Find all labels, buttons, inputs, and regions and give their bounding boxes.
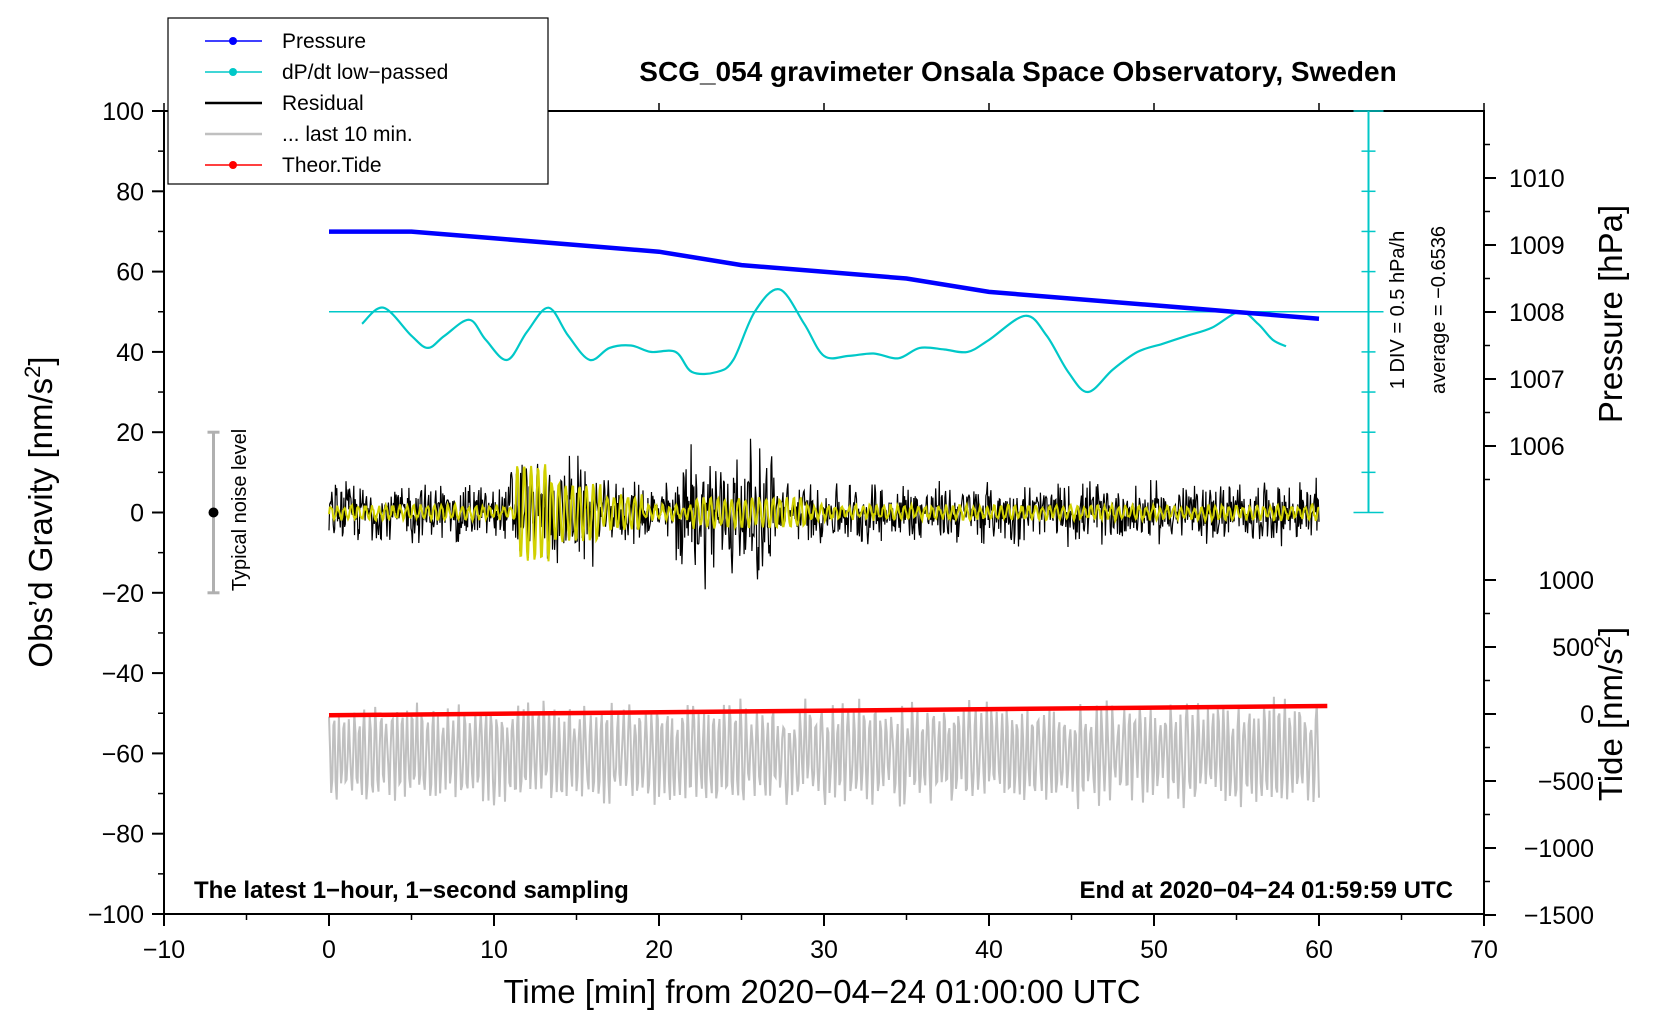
dpdt-average-label: average = −0.6536 [1428,226,1450,394]
series-pressure [329,229,1320,321]
x-tick-label: 50 [1140,936,1168,964]
legend: Pressure dP/dt low−passed Residual ... last… [167,17,549,185]
pressure-tick-label: 1009 [1509,232,1565,260]
y-tick-label: 80 [116,178,144,206]
series-residual-filtered [328,464,1320,562]
caption-left: The latest 1−hour, 1−second sampling [194,877,629,904]
tide-axis-title: Tide [nm/s2] [1590,627,1630,801]
pressure-axis-title: Pressure [hPa] [1592,205,1629,423]
x-tick-label: 70 [1470,936,1498,964]
legend-label: Pressure [282,30,366,53]
y-tick-label: 20 [116,419,144,447]
series-last-10-min [328,696,1320,810]
y-tick-label: −20 [102,580,144,608]
x-tick-label: 20 [645,936,673,964]
caption-right: End at 2020−04−24 01:59:59 UTC [1079,877,1453,904]
noise-level-label: Typical noise level [229,429,251,591]
axis-layer: −10 0 10 20 30 40 50 60 70−100−80−60−40−20020406… [88,98,1594,964]
tide-tick-label: 1000 [1538,567,1594,595]
legend-marker [229,37,237,45]
x-axis-title: Time [min] from 2020−04−24 01:00:00 UTC [503,973,1140,1010]
series-tide [328,703,1328,718]
y-tick-label: −100 [88,901,144,929]
tide-tick-label: −1500 [1524,902,1594,930]
y-tick-label: 60 [116,259,144,287]
series-dpdt [361,288,1287,394]
y-tick-label: −40 [102,660,144,688]
x-tick-label: 10 [480,936,508,964]
series-layer [207,110,1384,810]
x-tick-label: 0 [322,936,336,964]
x-tick-label: 60 [1305,936,1333,964]
legend-label: Residual [282,92,364,115]
y-axis-title: Obs’d Gravity [nm/s2] [20,356,60,667]
y-tick-label: −60 [102,740,144,768]
pressure-tick-label: 1008 [1509,299,1565,327]
legend-box [167,17,549,185]
y-tick-label: 100 [102,98,144,126]
tide-tick-label: −500 [1538,768,1594,796]
chart-title: SCG_054 gravimeter Onsala Space Observat… [639,56,1396,87]
legend-marker [229,68,237,76]
legend-marker [229,161,237,169]
y-tick-label: 0 [130,500,144,528]
legend-label: Theor.Tide [282,154,382,177]
legend-label: dP/dt low−passed [282,61,448,84]
y-tick-label: 40 [116,339,144,367]
x-tick-label: 40 [975,936,1003,964]
x-tick-label: 30 [810,936,838,964]
tide-tick-label: 500 [1552,634,1594,662]
dpdt-scale-label: 1 DIV = 0.5 hPa/h [1387,231,1409,389]
tide-tick-label: 0 [1580,701,1594,729]
x-tick-label: −10 [143,936,185,964]
pressure-tick-label: 1007 [1509,366,1565,394]
tide-tick-label: −1000 [1524,835,1594,863]
pressure-tick-label: 1010 [1509,165,1565,193]
legend-label: ... last 10 min. [282,123,413,146]
pressure-tick-label: 1006 [1509,433,1565,461]
noise-bar-center [208,507,219,518]
y-tick-label: −80 [102,821,144,849]
